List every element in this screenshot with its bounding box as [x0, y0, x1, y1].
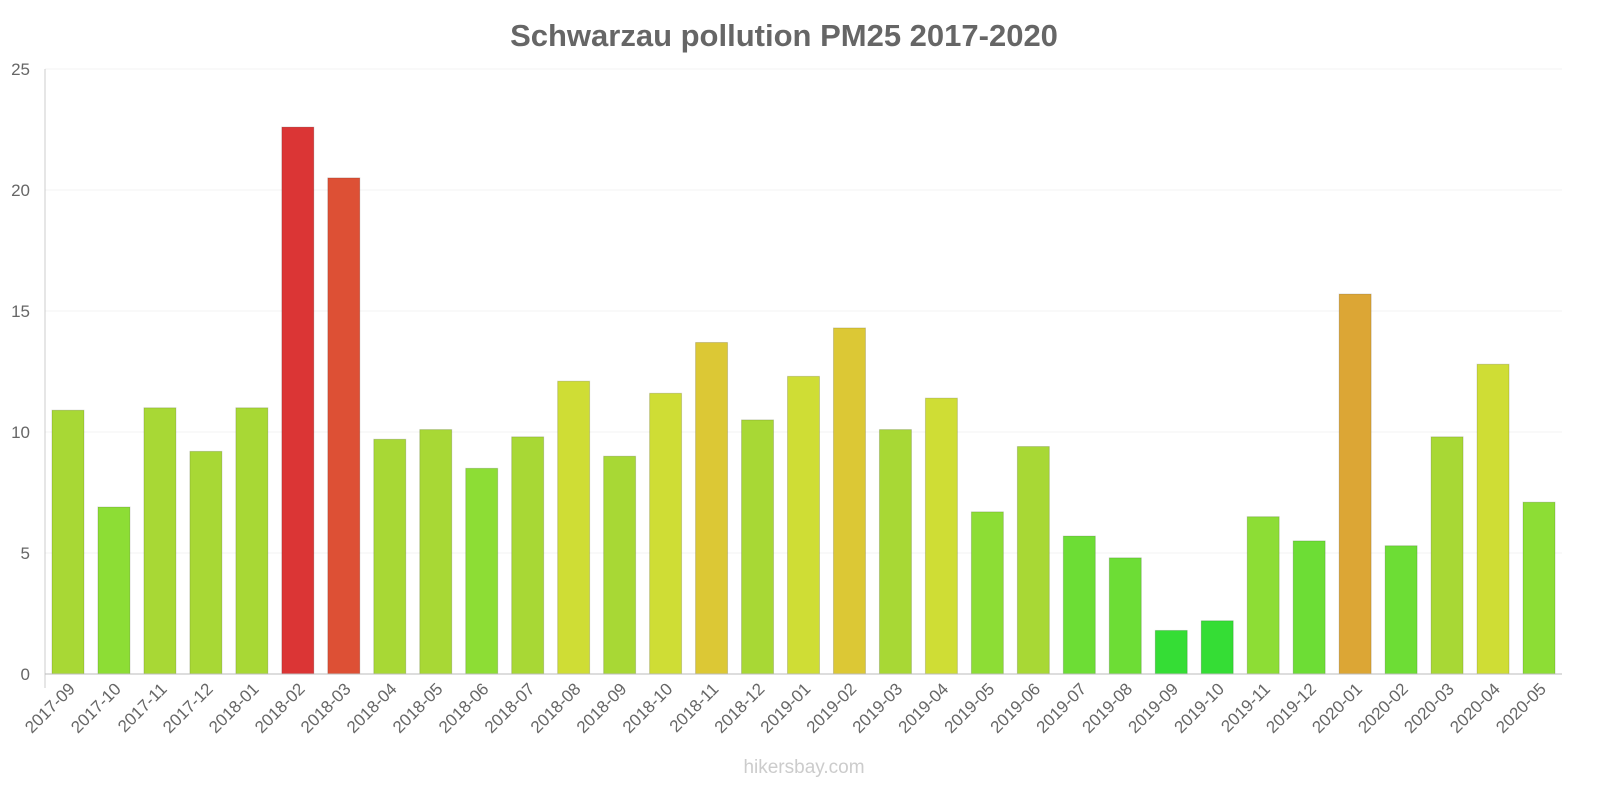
bar-2018-06: [465, 467, 499, 675]
bar-2018-01: [235, 407, 269, 675]
x-tick-label: 2018-10: [619, 679, 677, 737]
bar-2018-02: [281, 126, 315, 675]
bar-2020-01: [1338, 293, 1372, 675]
x-tick-label: 2018-12: [711, 679, 769, 737]
bar-2020-05: [1522, 501, 1556, 675]
x-tick-label: 2019-05: [941, 679, 999, 737]
bar-2018-11: [695, 341, 729, 675]
x-tick-label: 2018-07: [481, 679, 539, 737]
y-axis: 0 5 10 15 20 25: [11, 60, 46, 688]
bar-2018-09: [603, 455, 637, 675]
bar-2018-03: [327, 177, 361, 675]
bars: [51, 126, 1556, 675]
bar-2017-10: [97, 506, 131, 675]
bar-2018-04: [373, 438, 407, 675]
bar-2019-06: [1016, 446, 1050, 675]
x-tick-label: 2019-07: [1033, 679, 1091, 737]
x-tick-label: 2018-01: [205, 679, 263, 737]
x-tick-label: 2019-08: [1079, 679, 1137, 737]
bar-2020-02: [1384, 545, 1418, 675]
bar-2020-03: [1430, 436, 1464, 675]
bar-2018-12: [741, 419, 775, 675]
x-tick-label: 2019-02: [803, 679, 861, 737]
x-tick-label: 2019-04: [895, 679, 953, 737]
x-tick-label: 2020-02: [1354, 679, 1412, 737]
bar-2019-05: [970, 511, 1004, 675]
bar-2019-04: [924, 397, 958, 675]
bar-2018-08: [557, 380, 591, 675]
footer-watermark: hikersbay.com: [743, 757, 864, 778]
x-tick-label: 2018-06: [435, 679, 493, 737]
bar-2017-09: [51, 409, 85, 675]
bar-2019-09: [1154, 629, 1188, 675]
x-tick-label: 2019-10: [1171, 679, 1229, 737]
bar-2018-05: [419, 429, 453, 675]
x-tick-label: 2020-04: [1446, 679, 1504, 737]
y-tick-label: 20: [11, 181, 30, 200]
x-tick-label: 2017-10: [67, 679, 125, 737]
x-tick-label: 2019-03: [849, 679, 907, 737]
bar-2017-12: [189, 450, 223, 675]
x-tick-label: 2018-02: [251, 679, 309, 737]
x-tick-label: 2019-06: [987, 679, 1045, 737]
y-tick-label: 10: [11, 423, 30, 442]
x-tick-label: 2019-09: [1125, 679, 1183, 737]
x-tick-label: 2018-09: [573, 679, 631, 737]
bar-2019-10: [1200, 620, 1234, 675]
bar-2019-07: [1062, 535, 1096, 675]
bar-2019-08: [1108, 557, 1142, 675]
x-tick-label: 2020-03: [1400, 679, 1458, 737]
x-tick-label: 2020-01: [1308, 679, 1366, 737]
x-tick-label: 2020-05: [1492, 679, 1550, 737]
y-tick-label: 5: [21, 544, 30, 563]
x-tick-label: 2018-04: [343, 679, 401, 737]
bar-2019-01: [787, 375, 820, 675]
x-tick-label: 2018-05: [389, 679, 447, 737]
y-tick-label: 25: [11, 60, 30, 79]
x-tick-label: 2018-08: [527, 679, 585, 737]
x-tick-label: 2019-01: [757, 679, 815, 737]
bar-2019-02: [832, 327, 866, 675]
x-tick-label: 2018-03: [297, 679, 355, 737]
bar-2017-11: [143, 407, 177, 675]
bar-2018-07: [511, 436, 545, 675]
bar-2019-12: [1292, 540, 1326, 675]
bar-2020-04: [1476, 363, 1510, 675]
x-tick-label: 2019-12: [1262, 679, 1320, 737]
x-tick-label: 2017-09: [21, 679, 79, 737]
y-tick-label: 15: [11, 302, 30, 321]
bar-2018-10: [649, 392, 683, 675]
bar-2019-11: [1246, 516, 1280, 675]
x-tick-label: 2017-12: [159, 679, 217, 737]
bar-2019-03: [878, 429, 912, 675]
y-tick-label: 0: [21, 665, 30, 684]
x-axis: 2017-092017-102017-112017-122018-012018-…: [21, 673, 1562, 737]
chart-title: Schwarzau pollution PM25 2017-2020: [510, 18, 1058, 53]
